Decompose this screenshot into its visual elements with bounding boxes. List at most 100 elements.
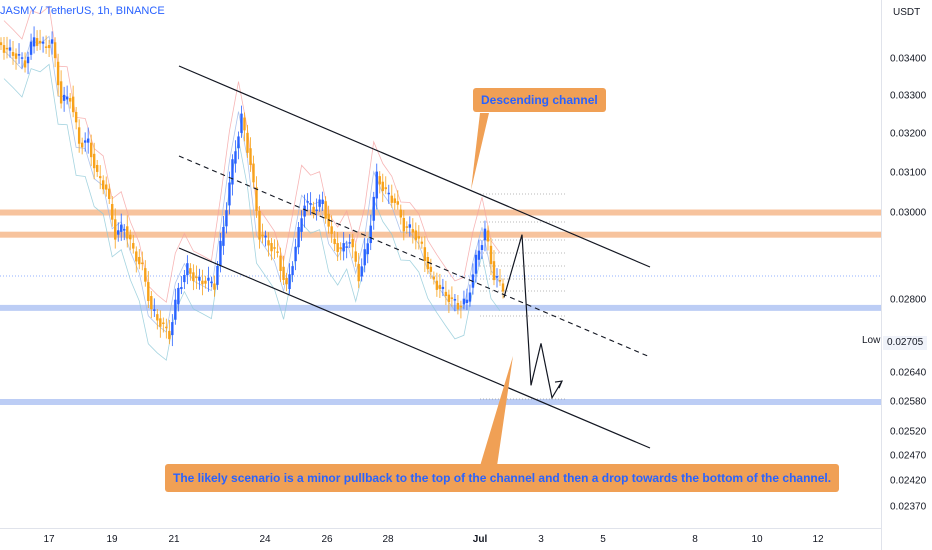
- candle-body: [426, 256, 430, 270]
- horizontal-level-band: [0, 231, 881, 238]
- candle-body: [177, 287, 180, 305]
- candle-body: [68, 98, 72, 102]
- candle-body: [129, 234, 132, 240]
- x-tick-label: 3: [538, 534, 544, 545]
- descending-channel-callout[interactable]: Descending channel: [473, 88, 606, 112]
- price-label-teal: 0.02776: [887, 306, 924, 317]
- candle-body: [240, 113, 243, 133]
- scenario-callout-pointer: [480, 356, 513, 466]
- y-tick-label: 0.03400: [890, 53, 927, 65]
- candle-body: [86, 138, 90, 143]
- candle-body: [123, 229, 126, 231]
- candle-body: [243, 117, 246, 131]
- price-label-last: 0.02855 42:53: [883, 270, 927, 296]
- candle-body: [351, 238, 354, 248]
- candle-body: [315, 209, 318, 211]
- candle-body: [429, 266, 433, 272]
- candle-body: [375, 171, 378, 199]
- candle-body: [117, 230, 120, 235]
- candle-body: [32, 37, 36, 47]
- candle-body: [423, 247, 427, 262]
- currency-label[interactable]: USDT: [893, 7, 921, 18]
- horizontal-level-band: [0, 399, 881, 405]
- candle-body: [83, 140, 87, 143]
- candle-body: [459, 305, 463, 308]
- price-axis-separator: [881, 0, 882, 550]
- candle-body: [309, 203, 312, 205]
- candle-body: [330, 226, 333, 234]
- candle-body: [210, 281, 213, 284]
- candle-body: [447, 294, 451, 303]
- candle-body: [89, 142, 93, 158]
- candle-body: [501, 283, 505, 292]
- candle-body: [345, 246, 348, 248]
- candle-body: [285, 277, 288, 285]
- candle-body: [405, 226, 409, 228]
- candle-body: [324, 201, 327, 219]
- candle-body: [225, 210, 228, 227]
- candle-body: [77, 127, 81, 144]
- candle-body: [468, 292, 472, 302]
- candle-body: [396, 201, 399, 205]
- horizontal-level-band: [0, 209, 881, 216]
- low-tag: Low: [862, 335, 881, 346]
- candle-body: [282, 266, 285, 280]
- y-tick-label: 0.03000: [890, 207, 927, 219]
- candle-body: [360, 266, 363, 277]
- candle-body: [95, 164, 99, 172]
- candle-body: [150, 296, 153, 310]
- candle-body: [159, 318, 162, 327]
- y-tick-label: 0.02640: [890, 367, 927, 379]
- x-tick-label: 10: [751, 534, 763, 545]
- candle-body: [336, 243, 339, 252]
- candle-body: [162, 322, 165, 325]
- price-label-red: 0.03033: [887, 195, 924, 206]
- candle-body: [180, 287, 183, 290]
- candle-body: [92, 153, 96, 169]
- candle-body: [111, 204, 114, 220]
- candle-body: [378, 176, 381, 185]
- candle-body: [417, 236, 421, 239]
- scenario-callout[interactable]: The likely scenario is a minor pullback …: [165, 464, 840, 492]
- middle-band-line: [3, 35, 501, 333]
- y-tick-label: 0.02800: [890, 294, 927, 306]
- candle-body: [270, 243, 273, 252]
- projection-arrowhead: [554, 380, 563, 389]
- candle-body: [102, 180, 105, 190]
- candle-body: [411, 229, 415, 233]
- candle-body: [369, 225, 372, 244]
- candle-body: [50, 39, 54, 44]
- horizontal-level-band: [0, 304, 881, 311]
- candle-body: [98, 176, 102, 179]
- candle-body: [0, 42, 3, 46]
- time-axis-separator: [0, 528, 881, 529]
- candle-body: [41, 41, 45, 44]
- candle-body: [153, 309, 156, 311]
- candle-body: [420, 241, 424, 244]
- candle-body: [498, 279, 502, 282]
- candle-body: [20, 57, 24, 59]
- candle-body: [306, 201, 309, 203]
- x-tick-label: 21: [168, 534, 180, 545]
- candle-body: [255, 187, 258, 211]
- candle-body: [486, 230, 490, 242]
- candle-body: [435, 280, 439, 290]
- candle-body: [216, 265, 219, 285]
- candle-body: [213, 283, 216, 290]
- candle-body: [74, 111, 78, 123]
- candle-body: [108, 188, 111, 200]
- x-tick-label: 19: [106, 534, 118, 545]
- candle-body: [62, 94, 66, 101]
- candle-body: [393, 198, 396, 203]
- candle-body: [249, 148, 252, 165]
- candle-body: [261, 234, 264, 237]
- candle-body: [29, 41, 33, 55]
- y-tick-label: 0.02580: [890, 396, 927, 408]
- candle-body: [399, 209, 402, 218]
- candle-body: [201, 280, 204, 285]
- chart-title[interactable]: JASMY / TetherUS, 1h, BINANCE: [0, 5, 165, 17]
- candle-body: [171, 322, 174, 336]
- candle-body: [56, 61, 60, 86]
